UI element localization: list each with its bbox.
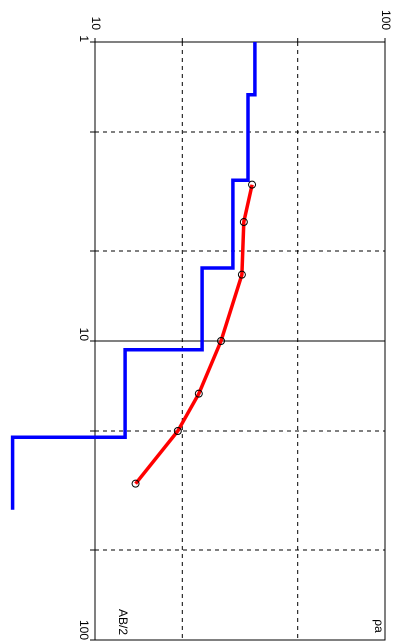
x-tick-label: 10 [89,17,103,31]
data-point [194,389,203,398]
plot-frame [94,41,386,641]
y-axis-label: AB/2 [116,609,130,635]
y-tick-label: 10 [77,328,91,342]
data-point [217,337,226,345]
data-point [239,218,248,227]
x-axis-label: ρa [372,619,386,633]
x-tick-label: 100 [379,10,393,30]
data-point [248,180,257,189]
series-line [10,42,257,510]
y-tick-label: 100 [77,620,91,640]
data-point [173,427,182,436]
series-line [134,184,254,485]
data-point [131,479,140,488]
data-point [237,270,246,279]
y-tick-label: 1 [77,35,91,42]
